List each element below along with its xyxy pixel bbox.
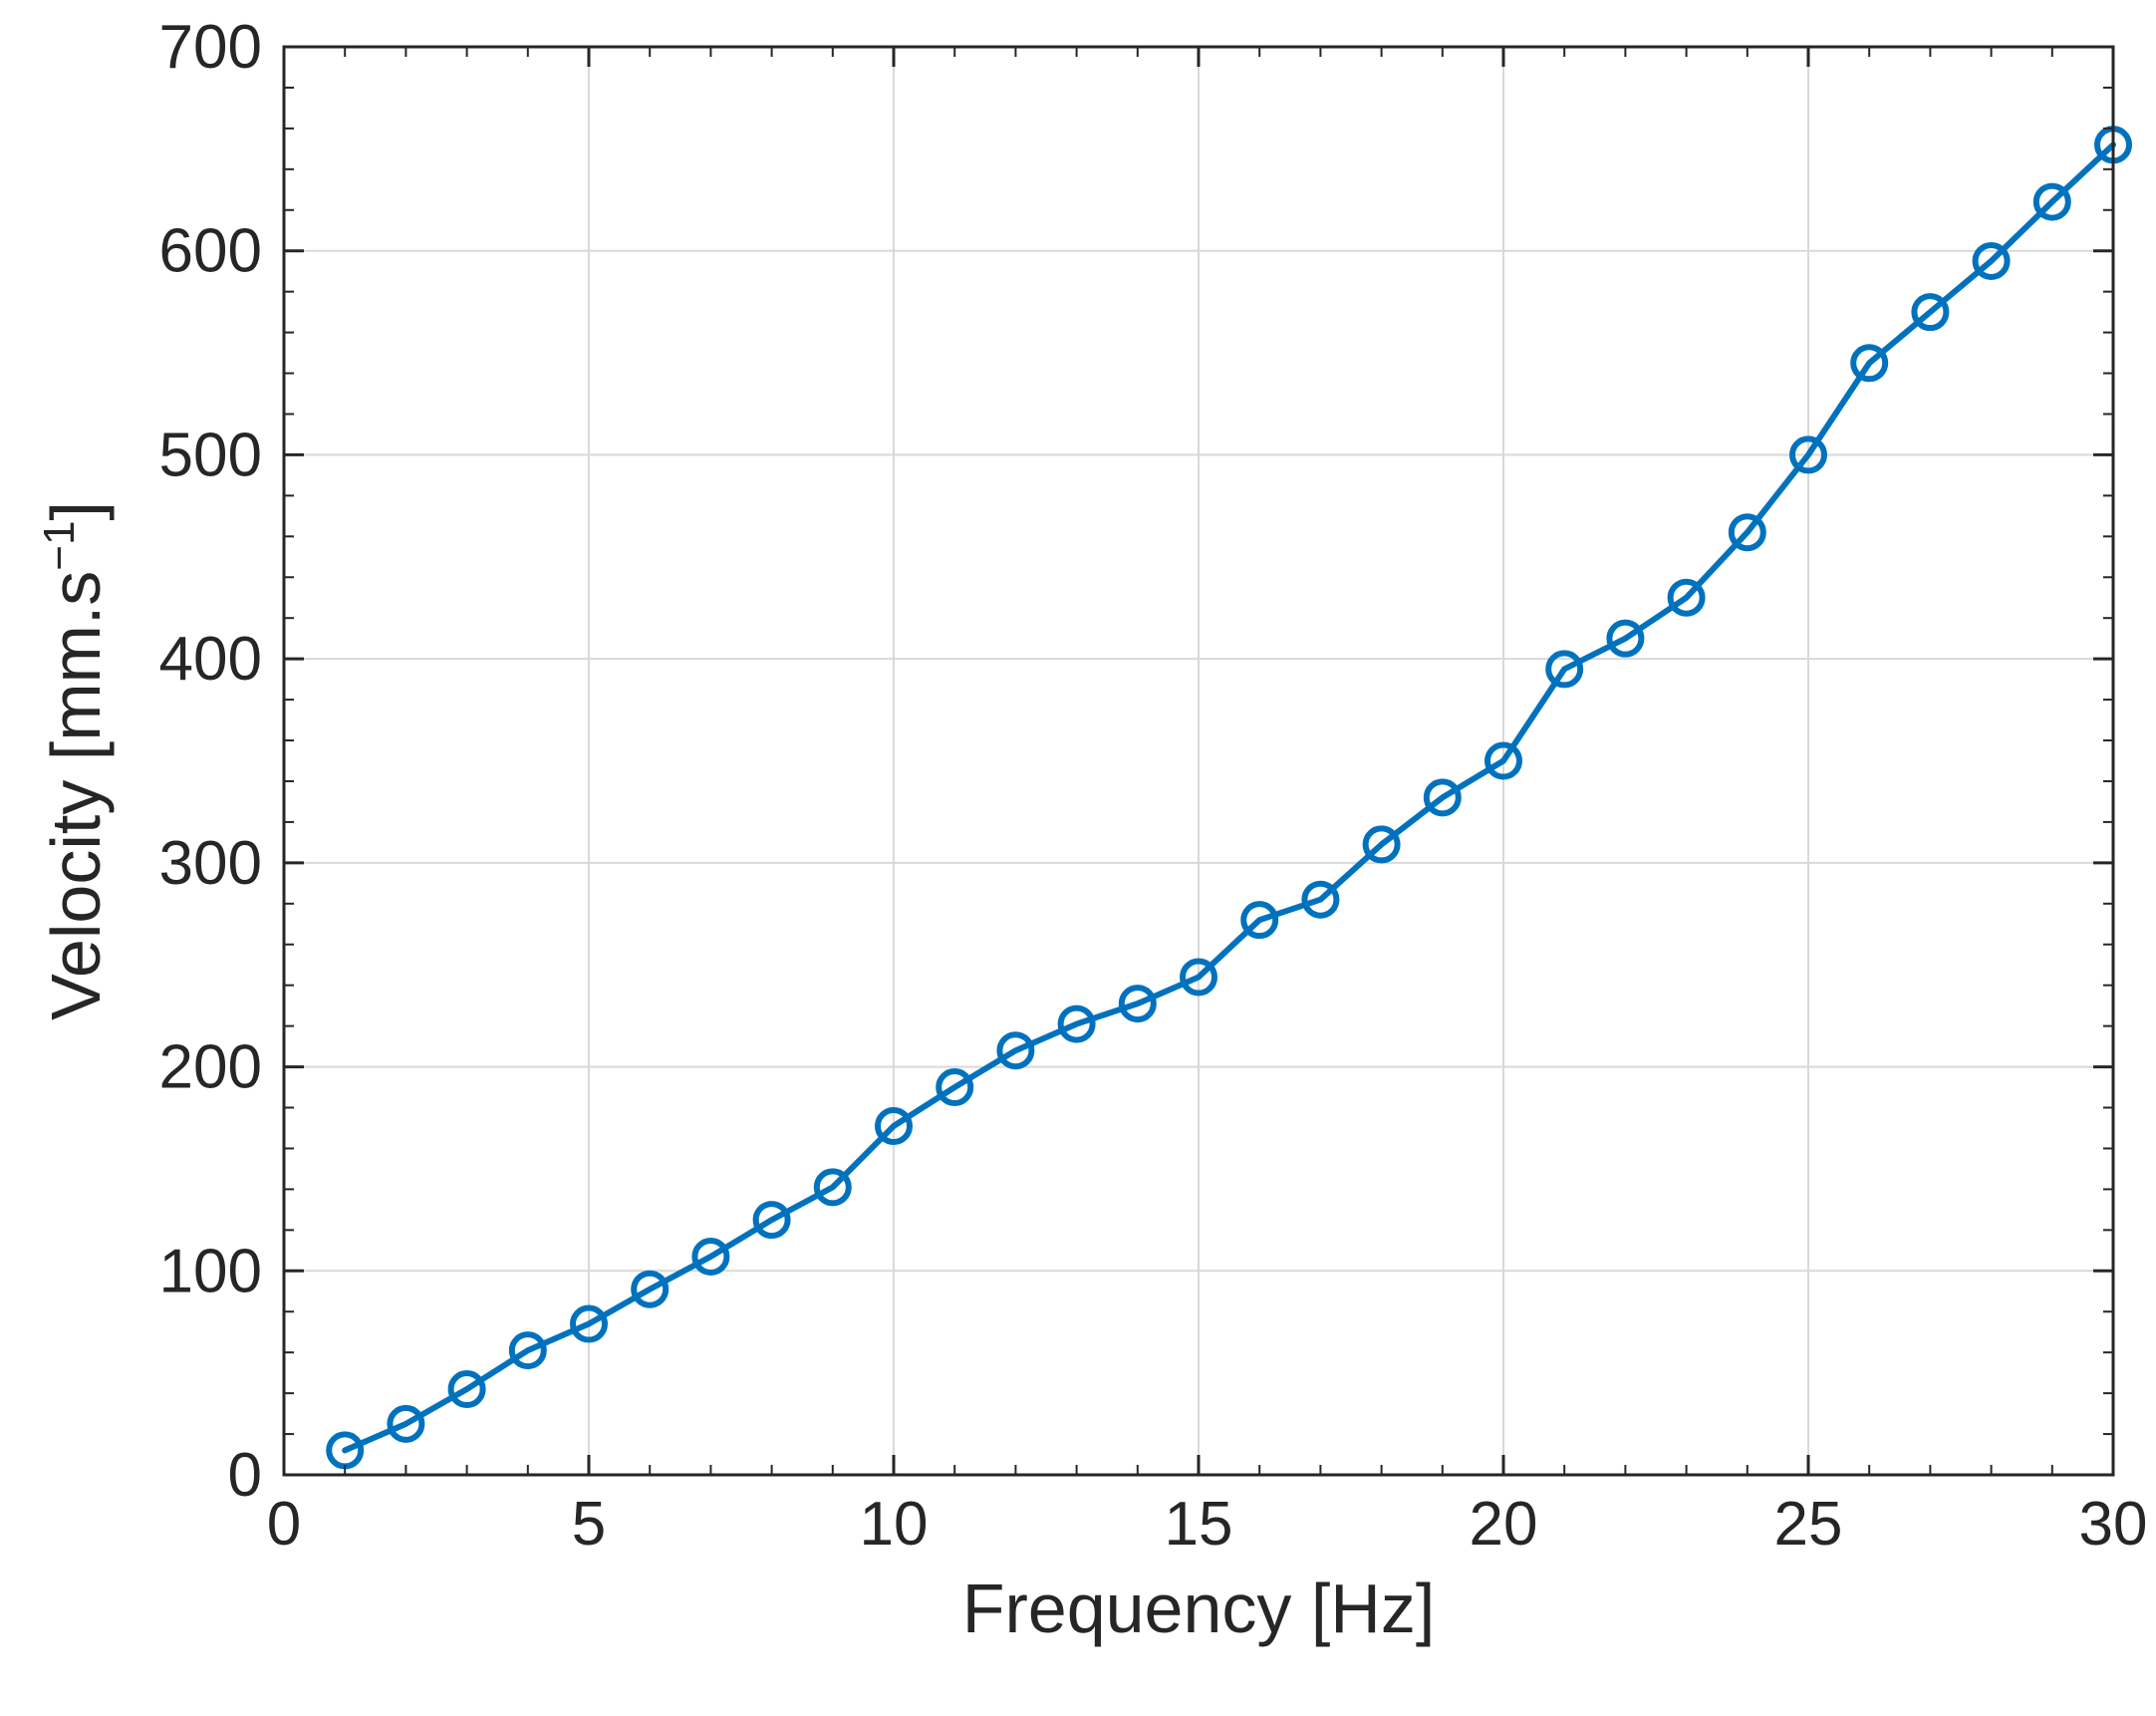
data-point xyxy=(1362,825,1401,864)
data-point xyxy=(2032,182,2071,221)
y-tick-label: 500 xyxy=(159,421,262,489)
x-tick-label: 10 xyxy=(860,1490,929,1559)
data-point xyxy=(1180,958,1217,997)
x-tick-label: 25 xyxy=(1774,1490,1843,1559)
data-point xyxy=(570,1304,608,1343)
data-point xyxy=(936,1068,974,1107)
y-tick-label: 0 xyxy=(228,1441,262,1510)
y-tick-label: 100 xyxy=(159,1237,262,1305)
x-tick-label: 20 xyxy=(1470,1490,1538,1559)
data-point xyxy=(1606,619,1645,658)
y-tick-label: 200 xyxy=(159,1033,262,1102)
data-point xyxy=(508,1331,547,1370)
data-point xyxy=(1972,241,2011,280)
grid-layer xyxy=(284,47,2113,1475)
data-point xyxy=(1911,293,1950,332)
data-point xyxy=(1240,901,1279,940)
data-point xyxy=(447,1370,486,1409)
x-axis-title: Frequency [Hz] xyxy=(962,1570,1436,1647)
y-axis-title: Velocity [mm.s−1] xyxy=(35,501,115,1020)
data-point xyxy=(1057,1004,1096,1043)
series-layer xyxy=(326,126,2132,1470)
data-point xyxy=(1667,578,1706,617)
y-tick-label: 600 xyxy=(159,217,262,286)
y-tick-label: 400 xyxy=(159,625,262,694)
data-point xyxy=(1545,650,1584,689)
x-tick-label: 15 xyxy=(1165,1490,1233,1559)
data-point xyxy=(387,1404,425,1443)
data-point xyxy=(1484,741,1522,780)
data-point xyxy=(1423,778,1462,817)
y-axis-title-main: Velocity [mm.s xyxy=(37,571,115,1020)
data-point xyxy=(1728,513,1766,552)
series-line xyxy=(342,142,2116,1454)
data-point xyxy=(752,1201,791,1240)
x-tick-label: 30 xyxy=(2079,1490,2148,1559)
data-point xyxy=(1301,880,1340,919)
data-point xyxy=(1118,985,1157,1023)
x-tick-label: 0 xyxy=(267,1490,301,1559)
data-point xyxy=(631,1270,670,1308)
y-tick-label: 700 xyxy=(159,13,262,82)
data-point xyxy=(1850,344,1889,383)
y-tick-label: 300 xyxy=(159,829,262,898)
data-point xyxy=(875,1106,913,1145)
data-point xyxy=(996,1031,1035,1070)
y-axis-title-superscript: −1 xyxy=(35,521,84,571)
data-point xyxy=(813,1168,852,1207)
axes-layer xyxy=(282,45,2115,1477)
x-tick-label: 5 xyxy=(572,1490,606,1559)
data-point xyxy=(1789,435,1827,474)
y-axis-title-close: ] xyxy=(37,501,115,520)
data-point xyxy=(691,1237,730,1276)
